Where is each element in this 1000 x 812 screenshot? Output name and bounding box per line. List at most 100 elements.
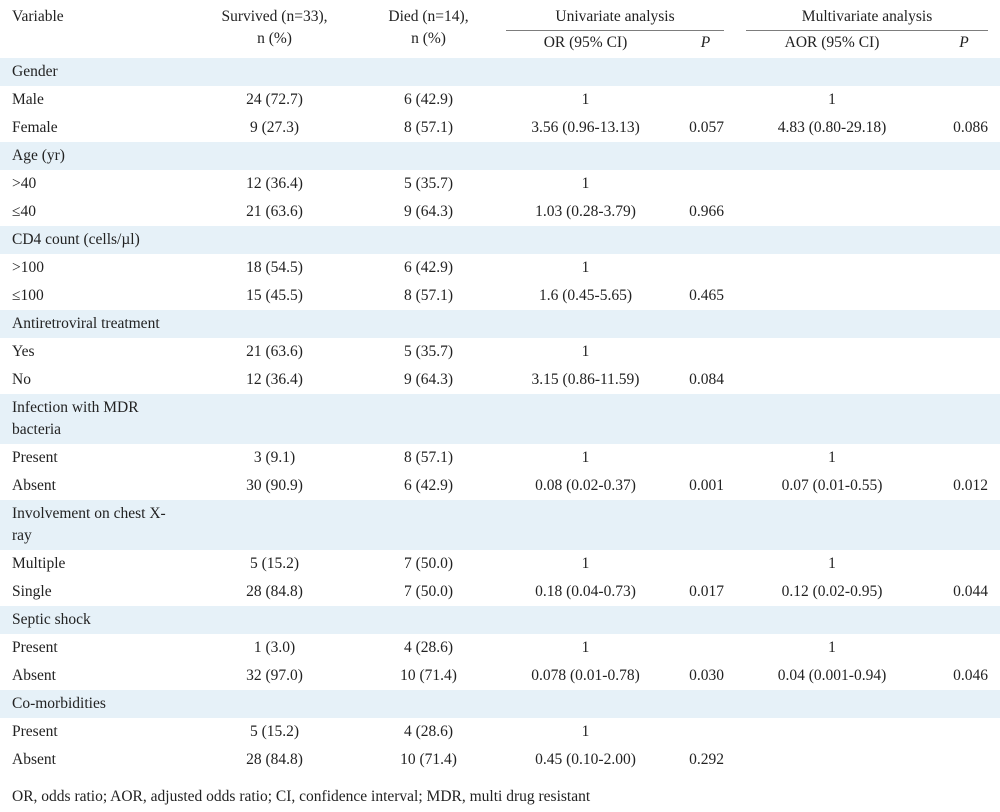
survived-cell: 28 (84.8) bbox=[188, 578, 361, 606]
table-row: Single 28 (84.8) 7 (50.0) 0.18 (0.04-0.73) 0… bbox=[0, 578, 1000, 606]
category-empty-cell bbox=[496, 606, 675, 634]
category-row: Septic shock bbox=[0, 606, 1000, 634]
adjusted-p-cell: 0.012 bbox=[928, 472, 1000, 500]
or-cell: 1 bbox=[496, 634, 675, 662]
category-empty-cell bbox=[188, 606, 361, 634]
survived-cell: 12 (36.4) bbox=[188, 170, 361, 198]
category-empty-cell bbox=[361, 500, 496, 550]
header-survived-line2: n (%) bbox=[257, 30, 292, 47]
category-empty-cell bbox=[736, 606, 929, 634]
aor-cell bbox=[736, 746, 929, 774]
aor-cell bbox=[736, 170, 929, 198]
table-row: >100 18 (54.5) 6 (42.9) 1 bbox=[0, 254, 1000, 282]
died-cell: 8 (57.1) bbox=[361, 282, 496, 310]
header-p1-label: P bbox=[700, 34, 711, 51]
table-row: Present 3 (9.1) 8 (57.1) 1 1 bbox=[0, 444, 1000, 472]
aor-cell bbox=[736, 338, 929, 366]
p-cell: 0.057 bbox=[675, 114, 737, 142]
or-cell: 1 bbox=[496, 550, 675, 578]
category-empty-cell bbox=[736, 310, 929, 338]
category-label: CD4 count (cells/µl) bbox=[0, 226, 188, 254]
survived-cell: 5 (15.2) bbox=[188, 550, 361, 578]
or-cell: 1 bbox=[496, 254, 675, 282]
variable-cell: Absent bbox=[0, 746, 188, 774]
survived-cell: 12 (36.4) bbox=[188, 366, 361, 394]
variable-cell: Female bbox=[0, 114, 188, 142]
category-row: Infection with MDR bacteria bbox=[0, 394, 1000, 444]
category-row: Antiretroviral treatment bbox=[0, 310, 1000, 338]
survived-cell: 15 (45.5) bbox=[188, 282, 361, 310]
table-header-row: Variable Survived (n=33), n (%) Died (n=… bbox=[0, 0, 1000, 58]
survived-cell: 21 (63.6) bbox=[188, 338, 361, 366]
category-empty-cell bbox=[928, 226, 1000, 254]
aor-cell bbox=[736, 254, 929, 282]
category-empty-cell bbox=[188, 142, 361, 170]
table-row: Present 1 (3.0) 4 (28.6) 1 1 bbox=[0, 634, 1000, 662]
table-row: ≤100 15 (45.5) 8 (57.1) 1.6 (0.45-5.65) 0.46… bbox=[0, 282, 1000, 310]
category-empty-cell bbox=[496, 690, 675, 718]
aor-cell: 0.07 (0.01-0.55) bbox=[736, 472, 929, 500]
p-cell bbox=[675, 254, 737, 282]
p-cell: 0.465 bbox=[675, 282, 737, 310]
aor-cell bbox=[736, 366, 929, 394]
category-empty-cell bbox=[361, 58, 496, 86]
category-row: Involvement on chest X-ray bbox=[0, 500, 1000, 550]
died-cell: 10 (71.4) bbox=[361, 662, 496, 690]
category-empty-cell bbox=[496, 394, 675, 444]
table-body: Gender Male 24 (72.7) 6 (42.9) 1 1 Female 9 (27… bbox=[0, 58, 1000, 774]
table-footnote: OR, odds ratio; AOR, adjusted odds ratio… bbox=[12, 788, 591, 805]
category-empty-cell bbox=[361, 606, 496, 634]
variable-cell: Yes bbox=[0, 338, 188, 366]
category-empty-cell bbox=[736, 690, 929, 718]
category-label: Infection with MDR bacteria bbox=[0, 394, 188, 444]
survived-cell: 18 (54.5) bbox=[188, 254, 361, 282]
p-cell: 0.084 bbox=[675, 366, 737, 394]
or-cell: 1.03 (0.28-3.79) bbox=[496, 198, 675, 226]
adjusted-p-cell bbox=[928, 550, 1000, 578]
category-empty-cell bbox=[736, 142, 929, 170]
survived-cell: 3 (9.1) bbox=[188, 444, 361, 472]
adjusted-p-cell bbox=[928, 86, 1000, 114]
table-row: Yes 21 (63.6) 5 (35.7) 1 bbox=[0, 338, 1000, 366]
header-multivariate: Multivariate analysis bbox=[736, 0, 1000, 58]
adjusted-p-cell: 0.044 bbox=[928, 578, 1000, 606]
aor-cell bbox=[736, 282, 929, 310]
or-cell: 0.18 (0.04-0.73) bbox=[496, 578, 675, 606]
or-cell: 1.6 (0.45-5.65) bbox=[496, 282, 675, 310]
table-row: >40 12 (36.4) 5 (35.7) 1 bbox=[0, 170, 1000, 198]
p-cell bbox=[675, 444, 737, 472]
variable-cell: Absent bbox=[0, 472, 188, 500]
or-cell: 3.56 (0.96-13.13) bbox=[496, 114, 675, 142]
adjusted-p-cell bbox=[928, 198, 1000, 226]
died-cell: 8 (57.1) bbox=[361, 444, 496, 472]
header-or-label: OR (95% CI) bbox=[543, 34, 628, 51]
category-empty-cell bbox=[736, 226, 929, 254]
table-row: Absent 30 (90.9) 6 (42.9) 0.08 (0.02-0.37) 0… bbox=[0, 472, 1000, 500]
category-empty-cell bbox=[188, 690, 361, 718]
variable-cell: >40 bbox=[0, 170, 188, 198]
died-cell: 6 (42.9) bbox=[361, 254, 496, 282]
survived-cell: 5 (15.2) bbox=[188, 718, 361, 746]
category-empty-cell bbox=[361, 142, 496, 170]
or-cell: 0.45 (0.10-2.00) bbox=[496, 746, 675, 774]
category-empty-cell bbox=[188, 394, 361, 444]
adjusted-p-cell bbox=[928, 366, 1000, 394]
or-cell: 1 bbox=[496, 170, 675, 198]
category-label: Age (yr) bbox=[0, 142, 188, 170]
variable-cell: >100 bbox=[0, 254, 188, 282]
died-cell: 9 (64.3) bbox=[361, 198, 496, 226]
aor-cell: 1 bbox=[736, 86, 929, 114]
died-cell: 7 (50.0) bbox=[361, 550, 496, 578]
p-cell: 0.017 bbox=[675, 578, 737, 606]
died-cell: 6 (42.9) bbox=[361, 472, 496, 500]
category-empty-cell bbox=[928, 142, 1000, 170]
or-cell: 0.078 (0.01-0.78) bbox=[496, 662, 675, 690]
category-empty-cell bbox=[361, 690, 496, 718]
adjusted-p-cell: 0.086 bbox=[928, 114, 1000, 142]
p-cell: 0.966 bbox=[675, 198, 737, 226]
header-p2-label: P bbox=[959, 34, 969, 51]
aor-cell bbox=[736, 198, 929, 226]
table-row: Present 5 (15.2) 4 (28.6) 1 bbox=[0, 718, 1000, 746]
category-empty-cell bbox=[361, 394, 496, 444]
or-cell: 1 bbox=[496, 718, 675, 746]
